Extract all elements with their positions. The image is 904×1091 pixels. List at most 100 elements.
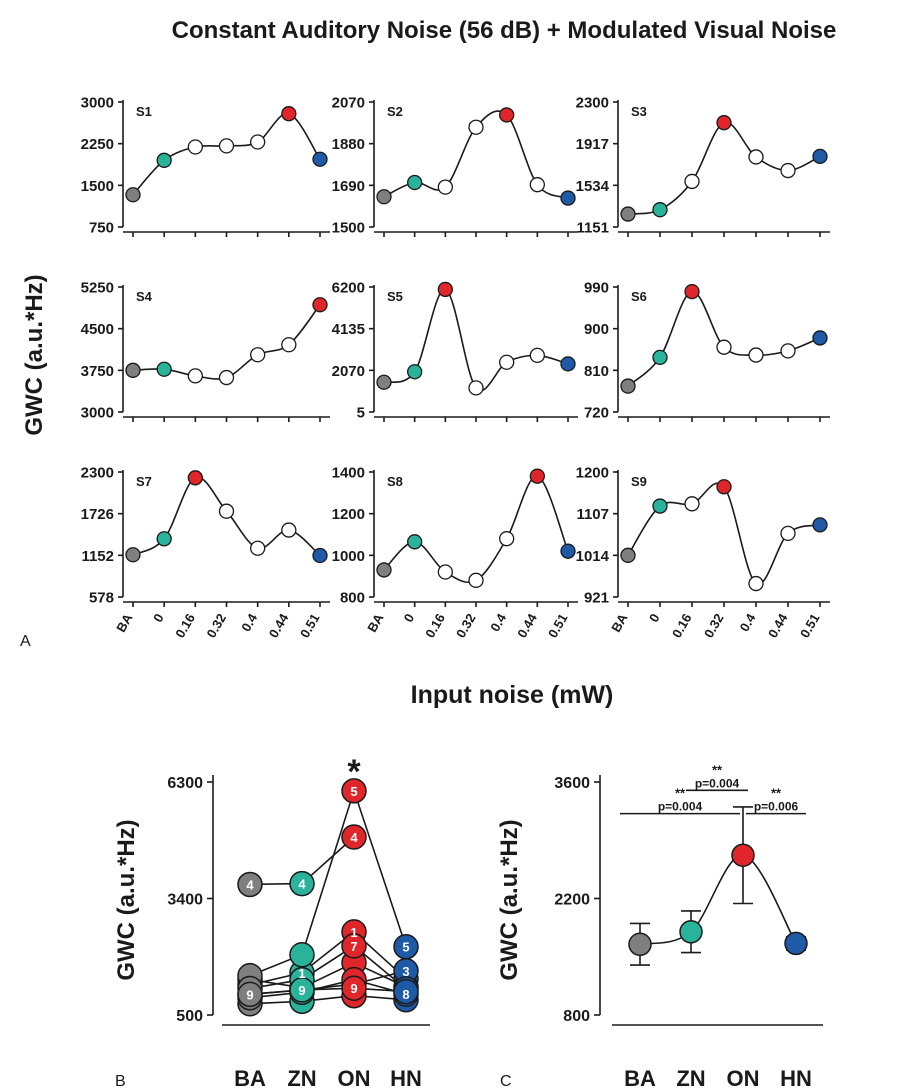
y-tick-label: 1152 xyxy=(81,548,114,565)
x-tick-label: ZN xyxy=(676,1066,705,1091)
y-tick-label: 2070 xyxy=(332,95,365,112)
data-point xyxy=(560,190,576,206)
subplot-name: S5 xyxy=(387,289,403,304)
data-point xyxy=(716,115,732,131)
data-point xyxy=(780,162,796,179)
y-tick-label: 2200 xyxy=(554,892,590,909)
data-point xyxy=(780,525,796,542)
y-tick-label: 810 xyxy=(584,363,609,380)
data-point xyxy=(250,540,266,556)
data-point xyxy=(156,531,172,547)
data-point xyxy=(437,564,453,580)
y-tick-label: 1534 xyxy=(576,178,610,195)
y-tick-label: 6200 xyxy=(332,280,365,297)
data-point xyxy=(312,547,328,564)
x-tick-label: 0 xyxy=(150,611,167,625)
x-tick-label: 0.16 xyxy=(172,611,198,640)
y-tick-label: 1880 xyxy=(332,136,365,153)
data-point xyxy=(468,572,484,588)
data-point xyxy=(281,522,297,538)
point-label: 4 xyxy=(298,877,306,892)
data-point xyxy=(407,174,423,191)
series-line xyxy=(383,475,569,584)
data-point xyxy=(125,362,141,378)
point-label: 3 xyxy=(402,964,409,979)
y-tick-label: 4135 xyxy=(332,321,365,338)
data-point xyxy=(250,347,266,363)
subject-point xyxy=(289,941,315,968)
data-point xyxy=(376,374,392,390)
y-tick-label: 990 xyxy=(584,280,609,297)
data-point xyxy=(499,531,515,547)
x-tick-label: 0.4 xyxy=(238,610,260,634)
x-tick-label: HN xyxy=(780,1066,812,1091)
mean-point xyxy=(628,932,652,957)
y-tick-label: 1917 xyxy=(576,136,609,153)
x-tick-label: 0.51 xyxy=(545,611,571,640)
subplot-s8: 800 1000 1200 1400 BA 0 0.16 0.32 0.4 0.44 0.51 S8 xyxy=(332,465,578,640)
data-point xyxy=(376,189,392,205)
point-label: 7 xyxy=(350,939,357,954)
subplot-name: S6 xyxy=(631,289,647,304)
data-point xyxy=(437,281,453,298)
data-point xyxy=(437,179,453,195)
y-tick-label: 5 xyxy=(357,405,365,422)
subplot-name: S9 xyxy=(631,474,647,489)
y-tick-label: 800 xyxy=(340,590,365,607)
subplot-s9: 921 1014 1107 1200 BA 0 0.16 0.32 0.4 0.44 0.51 S9 xyxy=(576,465,830,640)
subject-point xyxy=(393,933,419,960)
subject-point xyxy=(237,981,263,1008)
panel-a-label: A xyxy=(20,633,31,650)
subplot-name: S8 xyxy=(387,474,403,489)
subject-point xyxy=(237,871,263,898)
y-tick-label: 1400 xyxy=(332,465,365,482)
data-point xyxy=(156,152,172,168)
data-point xyxy=(312,151,328,167)
data-point xyxy=(620,206,636,222)
x-tick-label: 0.4 xyxy=(737,610,759,634)
data-point xyxy=(156,361,172,377)
data-point xyxy=(187,139,203,155)
subject-point xyxy=(341,824,367,850)
point-label: 1 xyxy=(350,925,357,940)
x-tick-label: BA xyxy=(364,610,387,634)
y-tick-label: 2300 xyxy=(576,95,609,112)
panel-a-xlabel: Input noise (mW) xyxy=(411,681,614,709)
figure-title: Constant Auditory Noise (56 dB) + Modula… xyxy=(172,17,837,44)
mean-line xyxy=(639,854,797,946)
data-point xyxy=(529,347,545,364)
data-point xyxy=(218,138,235,154)
y-tick-label: 4500 xyxy=(81,321,114,338)
data-point xyxy=(125,187,141,203)
data-point xyxy=(218,369,235,386)
y-tick-label: 1000 xyxy=(332,548,365,565)
subject-point xyxy=(341,778,367,804)
y-tick-label: 1151 xyxy=(576,220,609,237)
comparison-p: p=0.006 xyxy=(754,800,799,814)
panel-c-label: C xyxy=(500,1073,512,1090)
subject-line xyxy=(249,978,407,999)
y-tick-label: 1014 xyxy=(576,548,610,565)
data-point xyxy=(250,134,266,150)
data-point xyxy=(748,149,764,165)
x-tick-label: 0 xyxy=(401,611,418,625)
y-tick-label: 6300 xyxy=(167,775,203,792)
subject-point xyxy=(341,933,367,959)
x-tick-label: 0.16 xyxy=(422,611,448,640)
x-tick-label: 0.32 xyxy=(701,611,727,640)
subject-line xyxy=(249,994,407,1005)
data-point xyxy=(529,177,545,193)
data-point xyxy=(187,368,203,384)
subject-line xyxy=(249,930,407,986)
x-tick-label: ON xyxy=(727,1066,760,1091)
y-tick-label: 900 xyxy=(584,321,609,338)
x-tick-label: BA xyxy=(113,610,136,634)
y-tick-label: 1107 xyxy=(576,506,609,523)
data-point xyxy=(499,107,515,123)
y-tick-label: 1500 xyxy=(332,220,365,237)
data-point xyxy=(281,337,297,353)
point-label: 1 xyxy=(298,966,305,981)
y-tick-label: 720 xyxy=(584,405,609,422)
